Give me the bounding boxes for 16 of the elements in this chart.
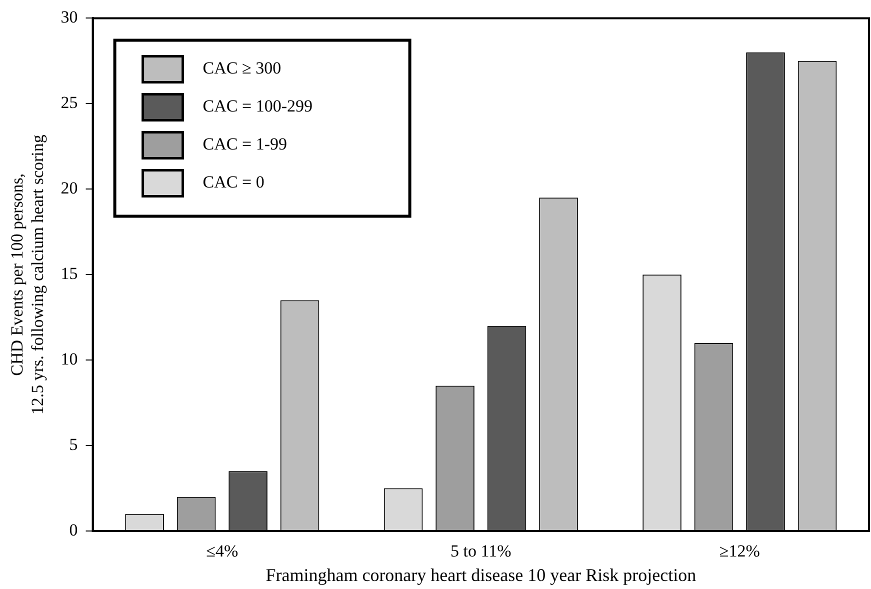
x-axis-title: Framingham coronary heart disease 10 year Risk projection (266, 564, 696, 585)
x-tick-label: ≤4% (206, 542, 238, 561)
y-tick-label: 5 (69, 435, 78, 454)
legend-label: CAC = 0 (202, 172, 264, 192)
y-tick-label: 15 (60, 264, 78, 284)
x-tick-label: 5 to 11% (450, 542, 512, 561)
y-tick-label: 20 (60, 178, 78, 198)
y-tick-label: 30 (60, 8, 78, 27)
y-tick-label: 10 (60, 350, 78, 369)
x-tick-label: ≥12% (719, 542, 760, 561)
legend-label: CAC ≥ 300 (202, 58, 282, 78)
y-tick-label: 0 (69, 520, 78, 540)
legend-label: CAC = 100-299 (202, 96, 313, 116)
y-axis-title: CHD Events per 100 persons, 12.5 yrs. following calcium heart scoring (8, 134, 48, 415)
y-tick-label: 25 (60, 93, 78, 112)
legend-label: CAC = 1-99 (202, 134, 288, 154)
